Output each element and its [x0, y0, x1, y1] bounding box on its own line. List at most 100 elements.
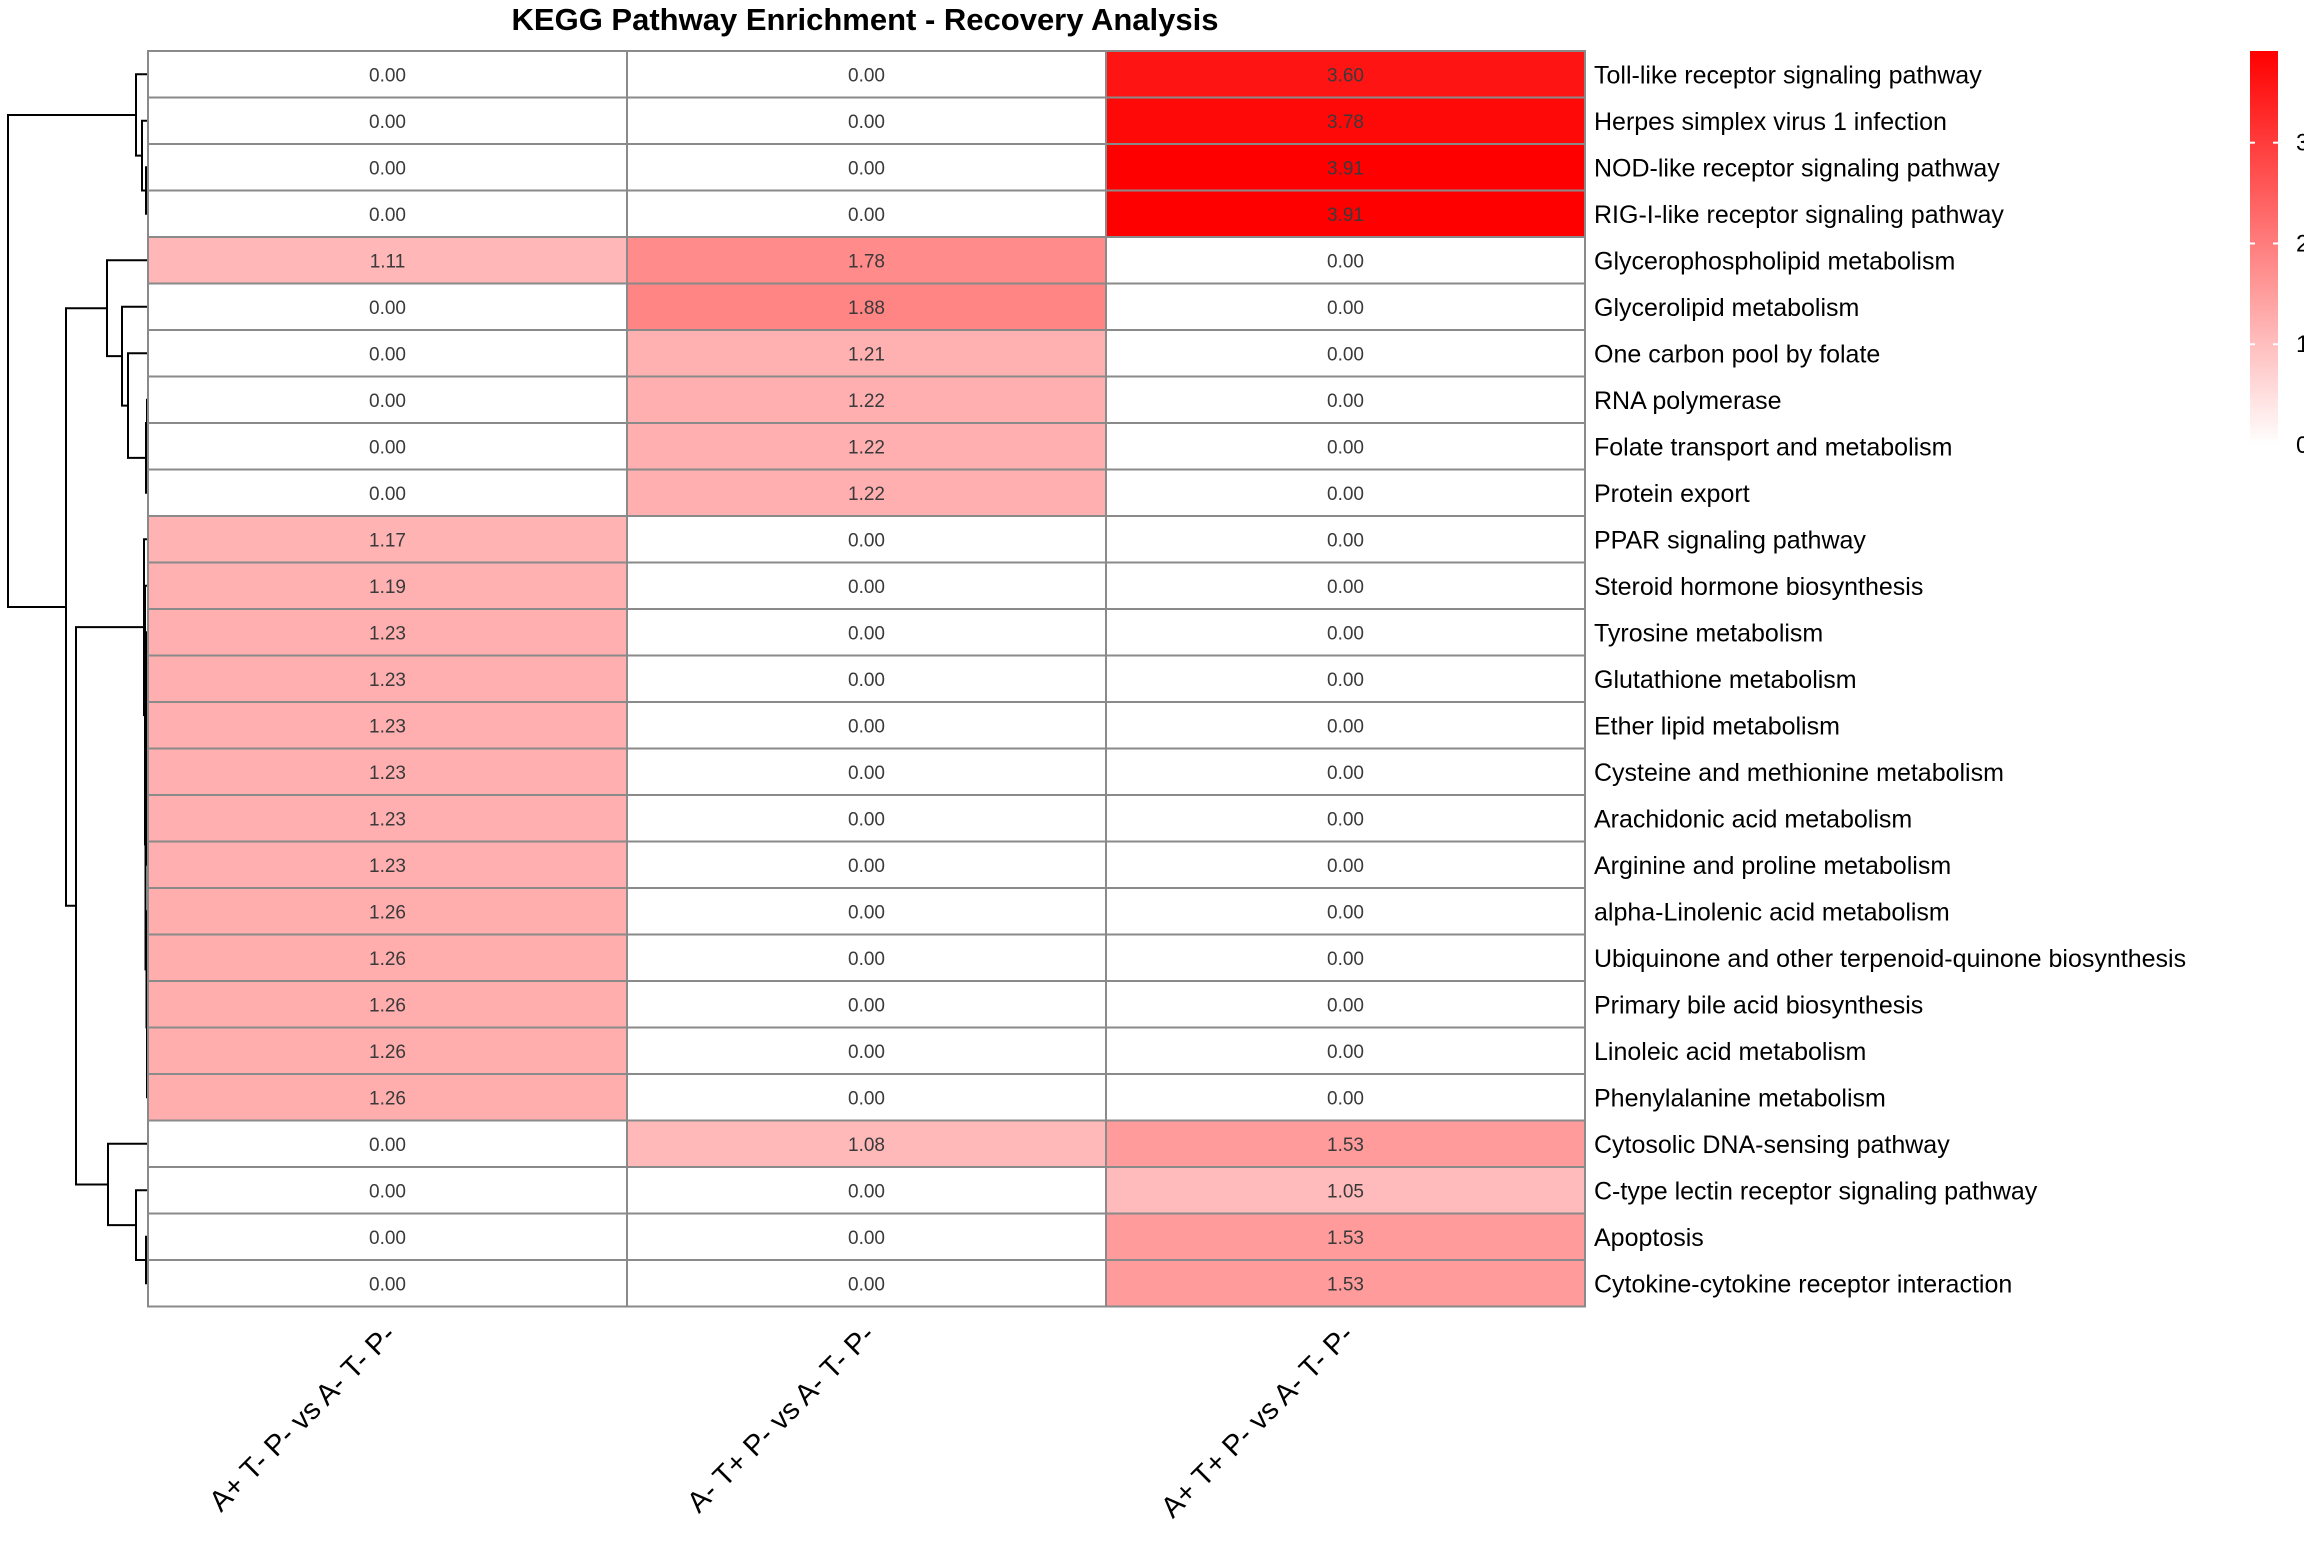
heatmap-cell	[147, 933, 628, 982]
cell-value-label: 1.26	[369, 902, 406, 923]
row-label: Glycerolipid metabolism	[1594, 294, 1859, 322]
heatmap-cell	[147, 422, 628, 471]
cell-value-label: 1.17	[369, 530, 406, 551]
row-label: Linoleic acid metabolism	[1594, 1038, 1866, 1066]
row-label: Steroid hormone biosynthesis	[1594, 573, 1923, 601]
cell-value-label: 0.00	[369, 344, 406, 365]
cell-value-label: 0.00	[1327, 251, 1364, 272]
cell-value-label: 0.00	[1327, 949, 1364, 970]
cell-value-label: 0.00	[369, 484, 406, 505]
cell-value-label: 1.08	[848, 1135, 885, 1156]
cell-value-label: 1.05	[1327, 1181, 1364, 1202]
heatmap-cell	[147, 1073, 628, 1122]
legend-tick-label: 1	[2296, 331, 2304, 358]
row-label: Glycerophospholipid metabolism	[1594, 247, 1955, 275]
cell-value-label: 0.00	[848, 577, 885, 598]
heatmap-cell	[1105, 980, 1586, 1029]
cell-value-label: 0.00	[1327, 298, 1364, 319]
cell-value-label: 0.00	[1327, 530, 1364, 551]
heatmap-cell	[1105, 747, 1586, 796]
cell-value-label: 0.00	[848, 65, 885, 86]
heatmap-cell	[1105, 654, 1586, 703]
heatmap-cell	[626, 887, 1107, 936]
column-label: A+ T+ P- vs A- T- P-	[1155, 1319, 1360, 1524]
cell-value-label: 0.00	[848, 949, 885, 970]
row-label: alpha-Linolenic acid metabolism	[1594, 898, 1950, 926]
heatmap-cell	[147, 236, 628, 285]
cell-value-label: 0.00	[848, 809, 885, 830]
heatmap-cell	[626, 840, 1107, 889]
column-label: A- T+ P- vs A- T- P-	[681, 1319, 881, 1519]
cell-value-label: 1.22	[848, 391, 885, 412]
row-label: Herpes simplex virus 1 infection	[1594, 108, 1947, 136]
cell-value-label: 1.26	[369, 995, 406, 1016]
cell-value-label: 1.22	[848, 437, 885, 458]
row-label: Protein export	[1594, 480, 1750, 508]
cell-value-label: 1.53	[1327, 1135, 1364, 1156]
cell-value-label: 1.23	[369, 670, 406, 691]
heatmap-cell	[626, 1259, 1107, 1308]
cell-value-label: 1.21	[848, 344, 885, 365]
cell-value-label: 0.00	[369, 298, 406, 319]
cell-value-label: 0.00	[848, 902, 885, 923]
heatmap-cell	[147, 1026, 628, 1075]
cell-value-label: 1.23	[369, 716, 406, 737]
heatmap-cell	[147, 561, 628, 610]
color-legend: 0 1 2 3	[2250, 51, 2304, 459]
heatmap-cell	[1105, 50, 1586, 99]
cell-value-label: 0.00	[369, 205, 406, 226]
heatmap-cell	[626, 50, 1107, 99]
cell-value-label: 1.26	[369, 1042, 406, 1063]
cell-value-label: 1.88	[848, 298, 885, 319]
dendrogram-branch	[121, 305, 148, 407]
heatmap-cell	[1105, 468, 1586, 517]
cell-value-label: 0.00	[848, 716, 885, 737]
heatmap-cell	[626, 1073, 1107, 1122]
row-label: Primary bile acid biosynthesis	[1594, 991, 1923, 1019]
row-label: Arginine and proline metabolism	[1594, 852, 1951, 880]
dendrogram-branch	[7, 113, 136, 609]
chart-title: KEGG Pathway Enrichment - Recovery Analy…	[512, 2, 1219, 37]
dendrogram-branch	[65, 307, 107, 907]
cell-value-label: 0.00	[848, 856, 885, 877]
heatmap-cells: 0.00 0.00 3.60 0.00 0.00 3.78 0.00 0.00 3.91 0.00…	[147, 50, 1586, 1308]
heatmap-cell	[1105, 1166, 1586, 1215]
heatmap-cell	[626, 980, 1107, 1029]
heatmap-cell	[1105, 236, 1586, 285]
row-label: PPAR signaling pathway	[1594, 526, 1866, 554]
heatmap-cell	[1105, 422, 1586, 471]
cell-value-label: 0.00	[369, 391, 406, 412]
legend-tick-label: 3	[2296, 130, 2304, 157]
row-label: Apoptosis	[1594, 1224, 1704, 1252]
heatmap-cell	[626, 143, 1107, 192]
heatmap-cell	[147, 282, 628, 331]
cell-value-label: 1.53	[1327, 1274, 1364, 1295]
heatmap-cell	[147, 189, 628, 238]
heatmap-cell	[147, 50, 628, 99]
cell-value-label: 0.00	[1327, 763, 1364, 784]
heatmap-cell	[626, 1119, 1107, 1168]
cell-value-label: 0.00	[1327, 902, 1364, 923]
cell-value-label: 0.00	[1327, 1042, 1364, 1063]
legend-color-bar	[2250, 51, 2278, 445]
dendrogram-branch	[106, 259, 148, 358]
cell-value-label: 0.00	[848, 1088, 885, 1109]
cell-value-label: 0.00	[848, 205, 885, 226]
row-label: Ether lipid metabolism	[1594, 712, 1840, 740]
cell-value-label: 3.91	[1327, 205, 1364, 226]
cell-value-label: 0.00	[369, 437, 406, 458]
heatmap-cell	[1105, 515, 1586, 564]
heatmap-cell	[147, 840, 628, 889]
cell-value-label: 0.00	[369, 158, 406, 179]
heatmap-cell	[626, 794, 1107, 843]
row-label: RIG-I-like receptor signaling pathway	[1594, 201, 2004, 229]
heatmap-cell	[1105, 143, 1586, 192]
row-label: Cytokine-cytokine receptor interaction	[1594, 1270, 2012, 1298]
cell-value-label: 1.53	[1327, 1228, 1364, 1249]
cell-value-label: 0.00	[1327, 856, 1364, 877]
cell-value-label: 0.00	[1327, 391, 1364, 412]
cell-value-label: 0.00	[1327, 623, 1364, 644]
column-labels: A+ T- P- vs A- T- P- A- T+ P- vs A- T- P-…	[203, 1319, 1360, 1524]
cell-value-label: 0.00	[848, 112, 885, 133]
row-label: RNA polymerase	[1594, 387, 1782, 415]
